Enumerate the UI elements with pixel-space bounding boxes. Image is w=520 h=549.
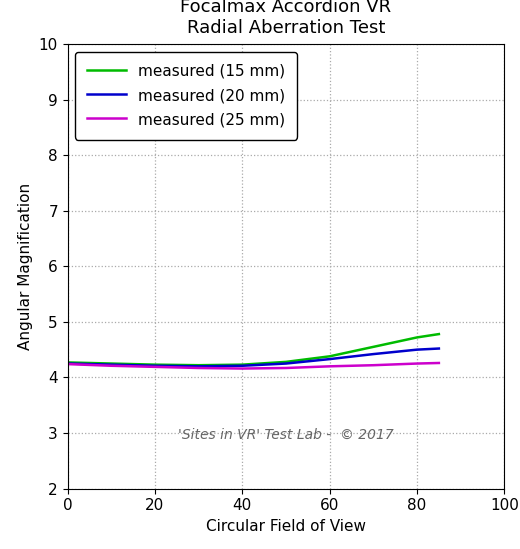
measured (15 mm) [239, 361, 245, 368]
measured (20 mm) [436, 345, 442, 352]
measured (20 mm) [64, 360, 71, 367]
Y-axis label: Angular Magnification: Angular Magnification [18, 183, 33, 350]
measured (20 mm) [196, 363, 202, 369]
measured (20 mm) [327, 356, 333, 362]
measured (20 mm) [239, 362, 245, 369]
measured (15 mm) [196, 362, 202, 368]
Text: 'Sites in VR' Test Lab -  © 2017: 'Sites in VR' Test Lab - © 2017 [178, 428, 394, 442]
measured (15 mm) [152, 361, 158, 368]
measured (20 mm) [283, 360, 289, 367]
Line: measured (15 mm): measured (15 mm) [68, 334, 439, 365]
measured (15 mm) [108, 360, 114, 367]
Legend: measured (15 mm), measured (20 mm), measured (25 mm): measured (15 mm), measured (20 mm), meas… [75, 52, 297, 139]
measured (25 mm) [64, 361, 71, 367]
measured (15 mm) [64, 359, 71, 366]
measured (15 mm) [436, 331, 442, 338]
measured (15 mm) [370, 344, 376, 350]
measured (25 mm) [239, 365, 245, 372]
measured (25 mm) [196, 365, 202, 371]
measured (20 mm) [152, 362, 158, 369]
measured (25 mm) [283, 365, 289, 371]
measured (20 mm) [370, 351, 376, 357]
measured (25 mm) [436, 360, 442, 366]
X-axis label: Circular Field of View: Circular Field of View [206, 519, 366, 534]
Line: measured (25 mm): measured (25 mm) [68, 363, 439, 368]
measured (25 mm) [370, 362, 376, 368]
measured (25 mm) [414, 360, 420, 367]
measured (25 mm) [327, 363, 333, 369]
measured (20 mm) [108, 361, 114, 368]
measured (15 mm) [283, 358, 289, 365]
Title: Focalmax Accordion VR
Radial Aberration Test: Focalmax Accordion VR Radial Aberration … [180, 0, 392, 37]
measured (20 mm) [414, 346, 420, 353]
Line: measured (20 mm): measured (20 mm) [68, 349, 439, 366]
measured (25 mm) [152, 363, 158, 370]
measured (15 mm) [414, 334, 420, 341]
measured (15 mm) [327, 353, 333, 360]
measured (25 mm) [108, 362, 114, 369]
